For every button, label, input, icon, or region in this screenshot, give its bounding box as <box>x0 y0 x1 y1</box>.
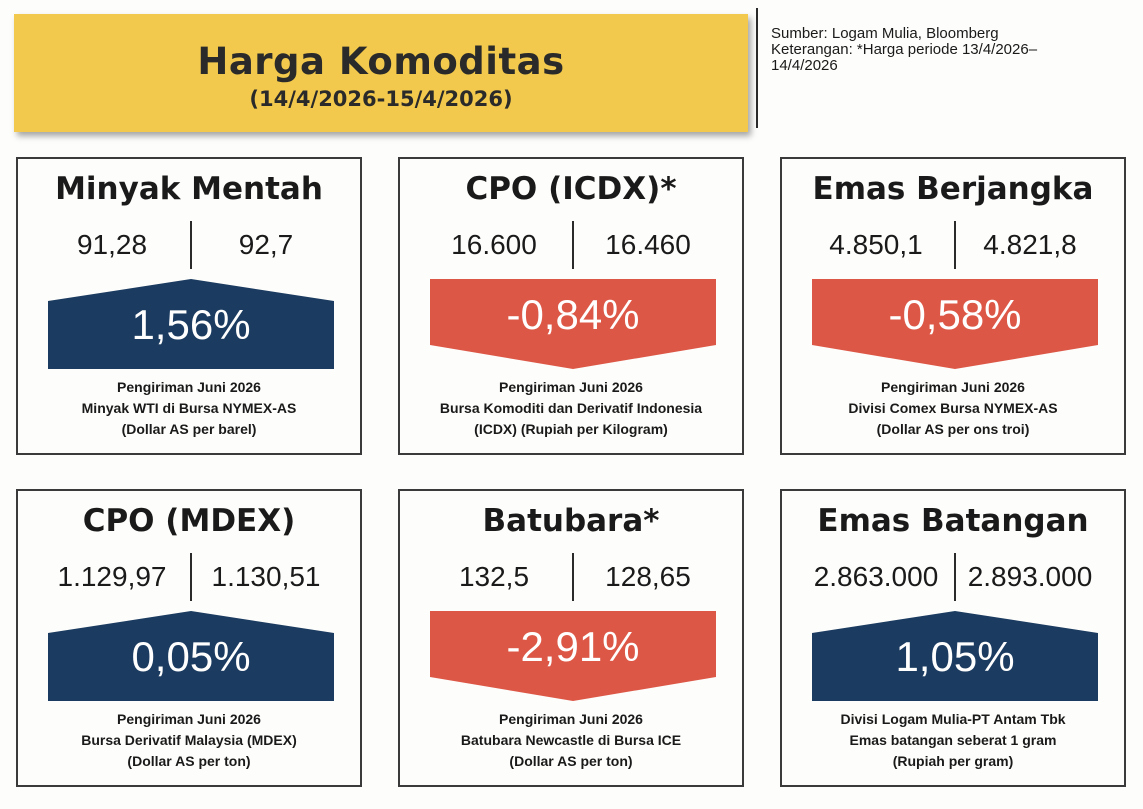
price-values: 2.863.000 2.893.000 <box>782 553 1124 601</box>
percent-change: -2,91% <box>506 623 640 670</box>
commodity-description: Pengiriman Juni 2026 Divisi Comex Bursa … <box>782 377 1124 440</box>
commodity-description: Pengiriman Juni 2026 Bursa Komoditi dan … <box>400 377 742 440</box>
price-divider <box>572 221 574 269</box>
change-arrow-up: 1,56% <box>48 279 334 369</box>
percent-change: 1,05% <box>895 633 1015 680</box>
price-values: 16.600 16.460 <box>400 221 742 269</box>
commodity-description: Pengiriman Juni 2026 Bursa Derivatif Mal… <box>18 709 360 772</box>
desc-line-1: Pengiriman Juni 2026 <box>117 711 261 727</box>
commodity-card-minyak-mentah: Minyak Mentah 91,28 92,7 1,56% Pengirima… <box>16 157 362 455</box>
desc-line-3: (Dollar AS per ton) <box>127 753 251 769</box>
commodity-card-cpo-icdx: CPO (ICDX)* 16.600 16.460 -0,84% Pengiri… <box>398 157 744 455</box>
note-line: Keterangan: *Harga periode 13/4/2026– <box>771 41 1038 58</box>
commodity-title: Emas Berjangka <box>812 171 1094 207</box>
header-divider <box>756 8 758 128</box>
arrow-up-icon <box>812 611 1098 701</box>
desc-line-2: Batubara Newcastle di Bursa ICE <box>460 732 682 748</box>
percent-change: -0,84% <box>506 291 640 338</box>
commodity-title: CPO (ICDX)* <box>465 171 677 207</box>
price-current: 128,65 <box>605 561 691 592</box>
desc-line-3: (Dollar AS per ton) <box>509 753 633 769</box>
price-current: 16.460 <box>605 229 691 260</box>
arrow-down-icon <box>812 279 1098 369</box>
commodity-card-emas-batangan: Emas Batangan 2.863.000 2.893.000 1,05% … <box>780 489 1126 787</box>
note-line-cont: 14/4/2026 <box>771 57 838 74</box>
commodity-title: Emas Batangan <box>817 503 1089 539</box>
commodity-title: Minyak Mentah <box>55 171 323 207</box>
price-previous: 2.863.000 <box>813 561 939 592</box>
desc-line-1: Pengiriman Juni 2026 <box>881 379 1025 395</box>
price-previous: 132,5 <box>458 561 530 592</box>
desc-line-1: Pengiriman Juni 2026 <box>499 711 643 727</box>
change-arrow-down: -0,84% <box>430 279 716 369</box>
source-note: Sumber: Logam Mulia, Bloomberg Keteranga… <box>771 26 1111 74</box>
price-current: 92,7 <box>238 229 294 260</box>
price-divider <box>190 221 192 269</box>
price-previous: 4.850,1 <box>829 229 923 260</box>
arrow-up-icon <box>48 279 334 369</box>
price-values: 91,28 92,7 <box>18 221 360 269</box>
page-subtitle: (14/4/2026-15/4/2026) <box>249 87 513 111</box>
desc-line-1: Divisi Logam Mulia-PT Antam Tbk <box>840 711 1066 727</box>
price-values: 132,5 128,65 <box>400 553 742 601</box>
price-current: 2.893.000 <box>967 561 1093 592</box>
commodity-card-cpo-mdex: CPO (MDEX) 1.129,97 1.130,51 0,05% Pengi… <box>16 489 362 787</box>
price-divider <box>954 553 956 601</box>
title-banner: Harga Komoditas (14/4/2026-15/4/2026) <box>14 14 748 132</box>
change-arrow-down: -2,91% <box>430 611 716 701</box>
commodity-card-emas-berjangka: Emas Berjangka 4.850,1 4.821,8 -0,58% Pe… <box>780 157 1126 455</box>
price-previous: 1.129,97 <box>57 561 167 592</box>
source-line: Sumber: Logam Mulia, Bloomberg <box>771 25 999 42</box>
desc-line-3: (ICDX) (Rupiah per Kilogram) <box>474 421 668 437</box>
desc-line-1: Pengiriman Juni 2026 <box>499 379 643 395</box>
price-current: 1.130,51 <box>211 561 321 592</box>
price-previous: 16.600 <box>451 229 537 260</box>
change-arrow-up: 1,05% <box>812 611 1098 701</box>
desc-line-2: Minyak WTI di Bursa NYMEX-AS <box>81 400 297 416</box>
percent-change: 0,05% <box>131 633 251 680</box>
commodity-title: Batubara* <box>482 503 660 539</box>
price-divider <box>190 553 192 601</box>
price-current: 4.821,8 <box>983 229 1077 260</box>
percent-change: 1,56% <box>131 301 251 348</box>
commodity-card-batubara: Batubara* 132,5 128,65 -2,91% Pengiriman… <box>398 489 744 787</box>
arrow-down-icon <box>430 279 716 369</box>
desc-line-2: Divisi Comex Bursa NYMEX-AS <box>848 400 1058 416</box>
commodity-description: Pengiriman Juni 2026 Minyak WTI di Bursa… <box>18 377 360 440</box>
arrow-up-icon <box>48 611 334 701</box>
commodity-title: CPO (MDEX) <box>82 503 296 539</box>
change-arrow-down: -0,58% <box>812 279 1098 369</box>
price-divider <box>572 553 574 601</box>
change-arrow-up: 0,05% <box>48 611 334 701</box>
desc-line-2: Emas batangan seberat 1 gram <box>849 732 1057 748</box>
arrow-down-icon <box>430 611 716 701</box>
desc-line-1: Pengiriman Juni 2026 <box>117 379 261 395</box>
commodity-description: Divisi Logam Mulia-PT Antam Tbk Emas bat… <box>782 709 1124 772</box>
percent-change: -0,58% <box>888 291 1022 338</box>
desc-line-2: Bursa Komoditi dan Derivatif Indonesia <box>439 400 703 416</box>
page-title: Harga Komoditas <box>197 40 565 83</box>
desc-line-3: (Rupiah per gram) <box>892 753 1014 769</box>
desc-line-3: (Dollar AS per barel) <box>121 421 257 437</box>
desc-line-2: Bursa Derivatif Malaysia (MDEX) <box>81 732 297 748</box>
desc-line-3: (Dollar AS per ons troi) <box>876 421 1030 437</box>
price-divider <box>954 221 956 269</box>
price-values: 1.129,97 1.130,51 <box>18 553 360 601</box>
price-previous: 91,28 <box>76 229 148 260</box>
price-values: 4.850,1 4.821,8 <box>782 221 1124 269</box>
commodity-description: Pengiriman Juni 2026 Batubara Newcastle … <box>400 709 742 772</box>
